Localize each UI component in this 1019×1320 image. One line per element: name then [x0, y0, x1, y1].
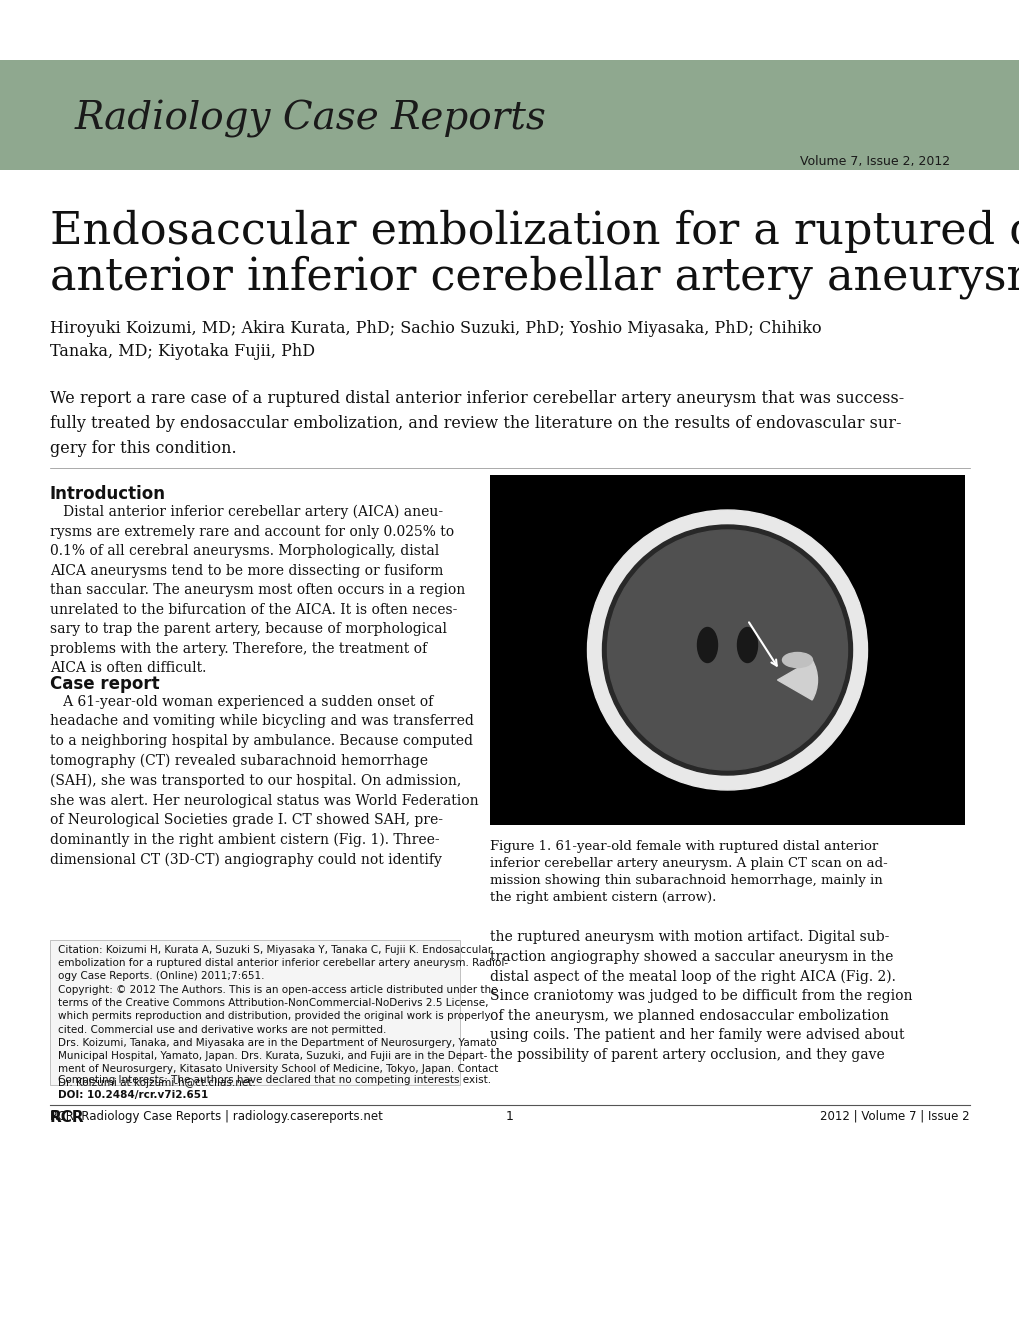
Ellipse shape	[737, 627, 757, 663]
Text: Radiology Case Reports: Radiology Case Reports	[75, 100, 546, 139]
Ellipse shape	[697, 627, 716, 663]
Text: RCR: RCR	[50, 1110, 85, 1125]
FancyBboxPatch shape	[489, 475, 964, 825]
Text: Endosaccular embolization for a ruptured distal: Endosaccular embolization for a ruptured…	[50, 210, 1019, 253]
Text: We report a rare case of a ruptured distal anterior inferior cerebellar artery a: We report a rare case of a ruptured dist…	[50, 389, 904, 457]
Text: 2012 | Volume 7 | Issue 2: 2012 | Volume 7 | Issue 2	[819, 1110, 969, 1123]
Text: Volume 7, Issue 2, 2012: Volume 7, Issue 2, 2012	[799, 154, 949, 168]
Circle shape	[607, 531, 847, 770]
Text: Figure 1. 61-year-old female with ruptured distal anterior
inferior cerebellar a: Figure 1. 61-year-old female with ruptur…	[489, 840, 887, 904]
Text: Drs. Koizumi, Tanaka, and Miyasaka are in the Department of Neurosurgery, Yamato: Drs. Koizumi, Tanaka, and Miyasaka are i…	[58, 1038, 497, 1088]
Circle shape	[587, 510, 866, 789]
Text: Introduction: Introduction	[50, 484, 166, 503]
Circle shape	[602, 525, 852, 775]
Text: Citation: Koizumi H, Kurata A, Suzuki S, Miyasaka Y, Tanaka C, Fujii K. Endosacc: Citation: Koizumi H, Kurata A, Suzuki S,…	[58, 945, 507, 981]
Text: DOI: 10.2484/rcr.v7i2.651: DOI: 10.2484/rcr.v7i2.651	[58, 1090, 208, 1100]
Text: Copyright: © 2012 The Authors. This is an open-access article distributed under : Copyright: © 2012 The Authors. This is a…	[58, 985, 497, 1035]
Text: Case report: Case report	[50, 675, 159, 693]
FancyBboxPatch shape	[50, 940, 460, 1085]
Text: the ruptured aneurysm with motion artifact. Digital sub-
traction angiography sh: the ruptured aneurysm with motion artifa…	[489, 931, 912, 1061]
Text: Distal anterior inferior cerebellar artery (AICA) aneu-
rysms are extremely rare: Distal anterior inferior cerebellar arte…	[50, 506, 465, 676]
Ellipse shape	[782, 652, 812, 668]
Text: Hiroyuki Koizumi, MD; Akira Kurata, PhD; Sachio Suzuki, PhD; Yoshio Miyasaka, Ph: Hiroyuki Koizumi, MD; Akira Kurata, PhD;…	[50, 319, 821, 360]
Text: RCR  Radiology Case Reports | radiology.casereports.net: RCR Radiology Case Reports | radiology.c…	[50, 1110, 382, 1123]
Text: Competing Interests: The authors have declared that no competing interests exist: Competing Interests: The authors have de…	[58, 1074, 490, 1085]
Text: 1: 1	[505, 1110, 514, 1123]
Text: anterior inferior cerebellar artery aneurysm: anterior inferior cerebellar artery aneu…	[50, 255, 1019, 298]
Text: A 61-year-old woman experienced a sudden onset of
headache and vomiting while bi: A 61-year-old woman experienced a sudden…	[50, 696, 478, 867]
Wedge shape	[776, 660, 816, 700]
FancyBboxPatch shape	[0, 59, 1019, 170]
